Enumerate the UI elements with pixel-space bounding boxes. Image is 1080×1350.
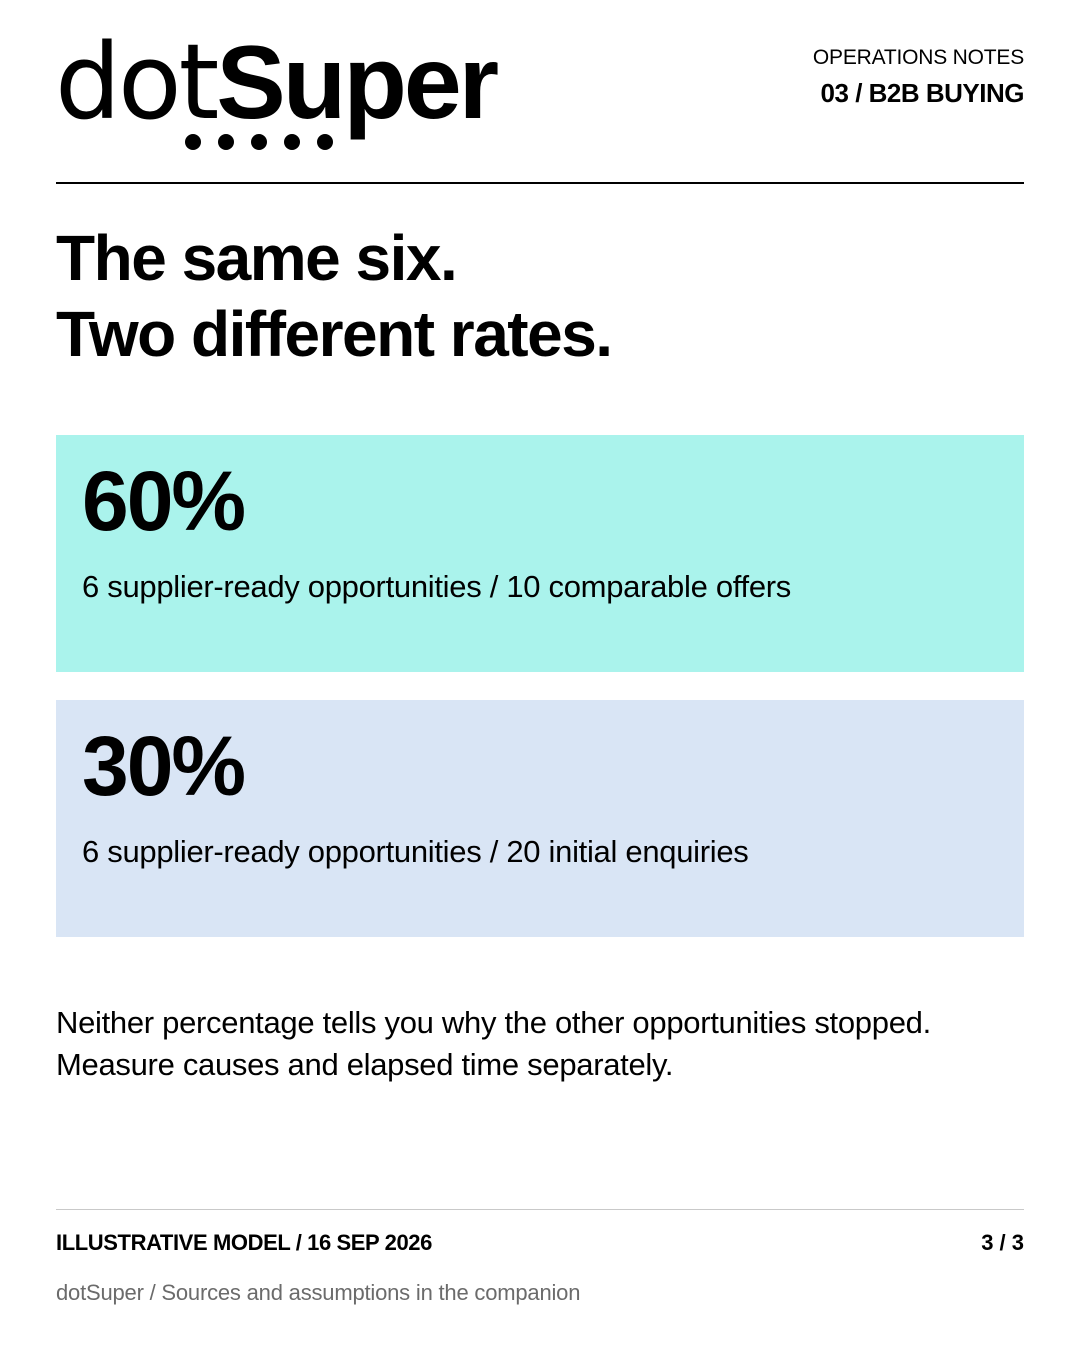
- rate-card-enquiries: 30% 6 supplier-ready opportunities / 20 …: [56, 700, 1024, 937]
- footer-divider: [56, 1209, 1024, 1210]
- logo-wordmark: dotSuper: [55, 30, 499, 135]
- footer-label: ILLUSTRATIVE MODEL / 16 SEP 2026: [56, 1230, 432, 1255]
- issue-label: 03 / B2B BUYING: [820, 78, 1025, 108]
- logo-light-text: dot: [55, 21, 219, 143]
- series-label: OPERATIONS NOTES: [812, 46, 1024, 69]
- header-divider: [56, 182, 1024, 184]
- title-line-2: Two different rates.: [56, 298, 613, 370]
- takeaway-note: Neither percentage tells you why the oth…: [56, 1002, 1024, 1086]
- logo-dot: [218, 134, 234, 150]
- note-line-2: Measure causes and elapsed time separate…: [56, 1047, 674, 1082]
- logo-dot: [185, 134, 201, 150]
- logo-dots: [185, 134, 333, 150]
- rate-card-offers: 60% 6 supplier-ready opportunities / 10 …: [56, 435, 1024, 672]
- footer-source: dotSuper / Sources and assumptions in th…: [56, 1280, 581, 1305]
- logo-bold-text: Super: [216, 25, 499, 141]
- page-title: The same six. Two different rates.: [56, 220, 1024, 372]
- logo-dot: [284, 134, 300, 150]
- title-line-1: The same six.: [56, 222, 458, 294]
- note-line-1: Neither percentage tells you why the oth…: [56, 1005, 931, 1040]
- page-number: 3 / 3: [981, 1230, 1024, 1255]
- logo-dot: [317, 134, 333, 150]
- logo-dot: [251, 134, 267, 150]
- rate-description: 6 supplier-ready opportunities / 20 init…: [82, 834, 749, 869]
- rate-percent: 60%: [82, 454, 246, 548]
- rate-description: 6 supplier-ready opportunities / 10 comp…: [82, 569, 791, 604]
- rate-percent: 30%: [82, 719, 246, 813]
- header-meta: OPERATIONS NOTES 03 / B2B BUYING: [812, 46, 1025, 109]
